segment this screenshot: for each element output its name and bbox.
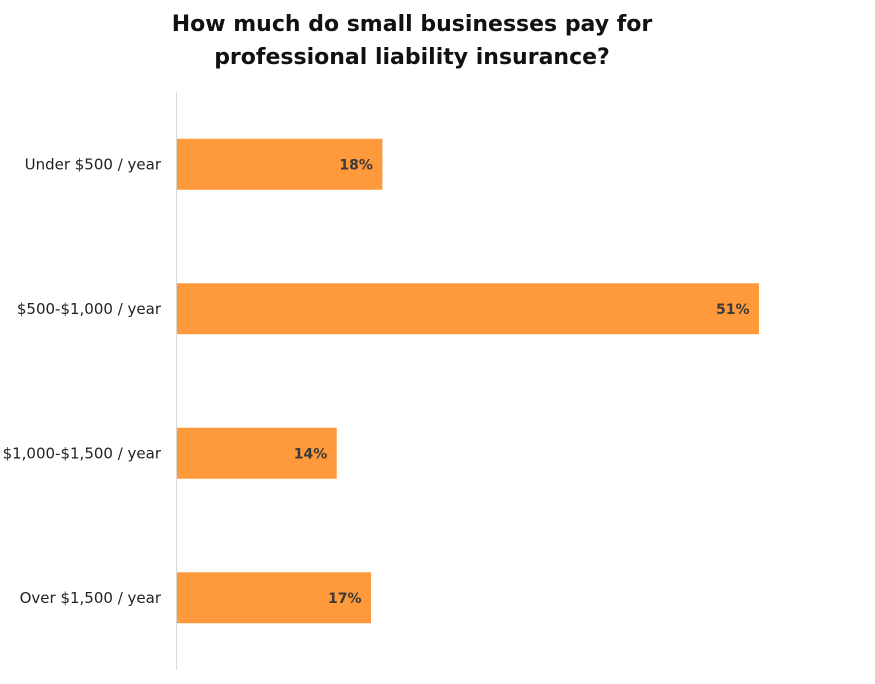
value-label-3: 17%: [328, 591, 362, 607]
value-label-0: 18%: [339, 157, 373, 173]
chart-title: How much do small businesses pay for pro…: [0, 8, 824, 74]
chart-title-line-1: How much do small businesses pay for: [171, 12, 653, 37]
chart-title-line-2: professional liability insurance?: [214, 45, 610, 70]
bar-2: [177, 427, 337, 479]
category-label-3: Over $1,500 / year: [20, 589, 162, 607]
bar-0: [177, 138, 383, 190]
category-label-2: $1,000-$1,500 / year: [3, 444, 162, 462]
value-label-1: 51%: [716, 302, 750, 318]
bars-group: Under $500 / year 18% $500-$1,000 / year 51…: [3, 138, 759, 624]
category-label-1: $500-$1,000 / year: [17, 300, 162, 318]
bar-1: [177, 283, 759, 335]
value-label-2: 14%: [294, 446, 328, 462]
category-label-0: Under $500 / year: [25, 155, 162, 173]
bar-3: [177, 572, 371, 624]
